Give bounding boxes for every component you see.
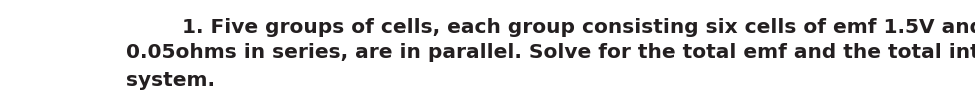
Text: system.: system. — [126, 71, 214, 90]
Text: 1. Five groups of cells, each group consisting six cells of emf 1.5V and interna: 1. Five groups of cells, each group cons… — [126, 18, 975, 37]
Text: 0.05ohms in series, are in parallel. Solve for the total emf and the total inter: 0.05ohms in series, are in parallel. Sol… — [126, 43, 975, 62]
